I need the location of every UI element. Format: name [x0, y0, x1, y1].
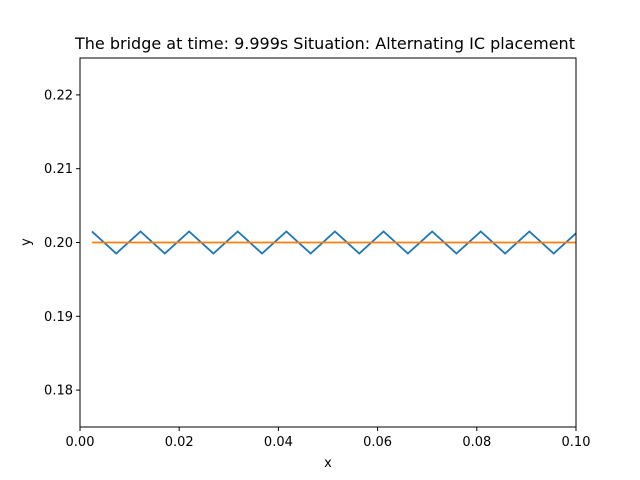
chart-title: The bridge at time: 9.999s Situation: Al…: [74, 34, 575, 53]
y-tick-label: 0.21: [44, 162, 73, 177]
y-tick-label: 0.20: [44, 236, 73, 251]
x-tick-label: 0.06: [363, 435, 392, 450]
x-axis-label: x: [324, 456, 332, 471]
x-tick-label: 0.02: [165, 435, 194, 450]
series-line-1: [91, 230, 576, 255]
y-tick-label: 0.22: [44, 88, 73, 103]
x-tick-label: 0.04: [264, 435, 293, 450]
series-layer: [91, 230, 576, 255]
y-axis-label: y: [19, 238, 34, 246]
plot-frame: [79, 57, 577, 428]
y-tick-label: 0.18: [44, 384, 73, 399]
axes-layer: 0.00 0.02 0.04 0.06 0.08 0.10 0.18 0.19 0.20 0.21…: [44, 88, 590, 450]
x-tick-label: 0.08: [462, 435, 491, 450]
y-tick-label: 0.19: [44, 310, 73, 325]
x-tick-label: 0.00: [66, 435, 95, 450]
x-tick-label: 0.10: [562, 435, 591, 450]
